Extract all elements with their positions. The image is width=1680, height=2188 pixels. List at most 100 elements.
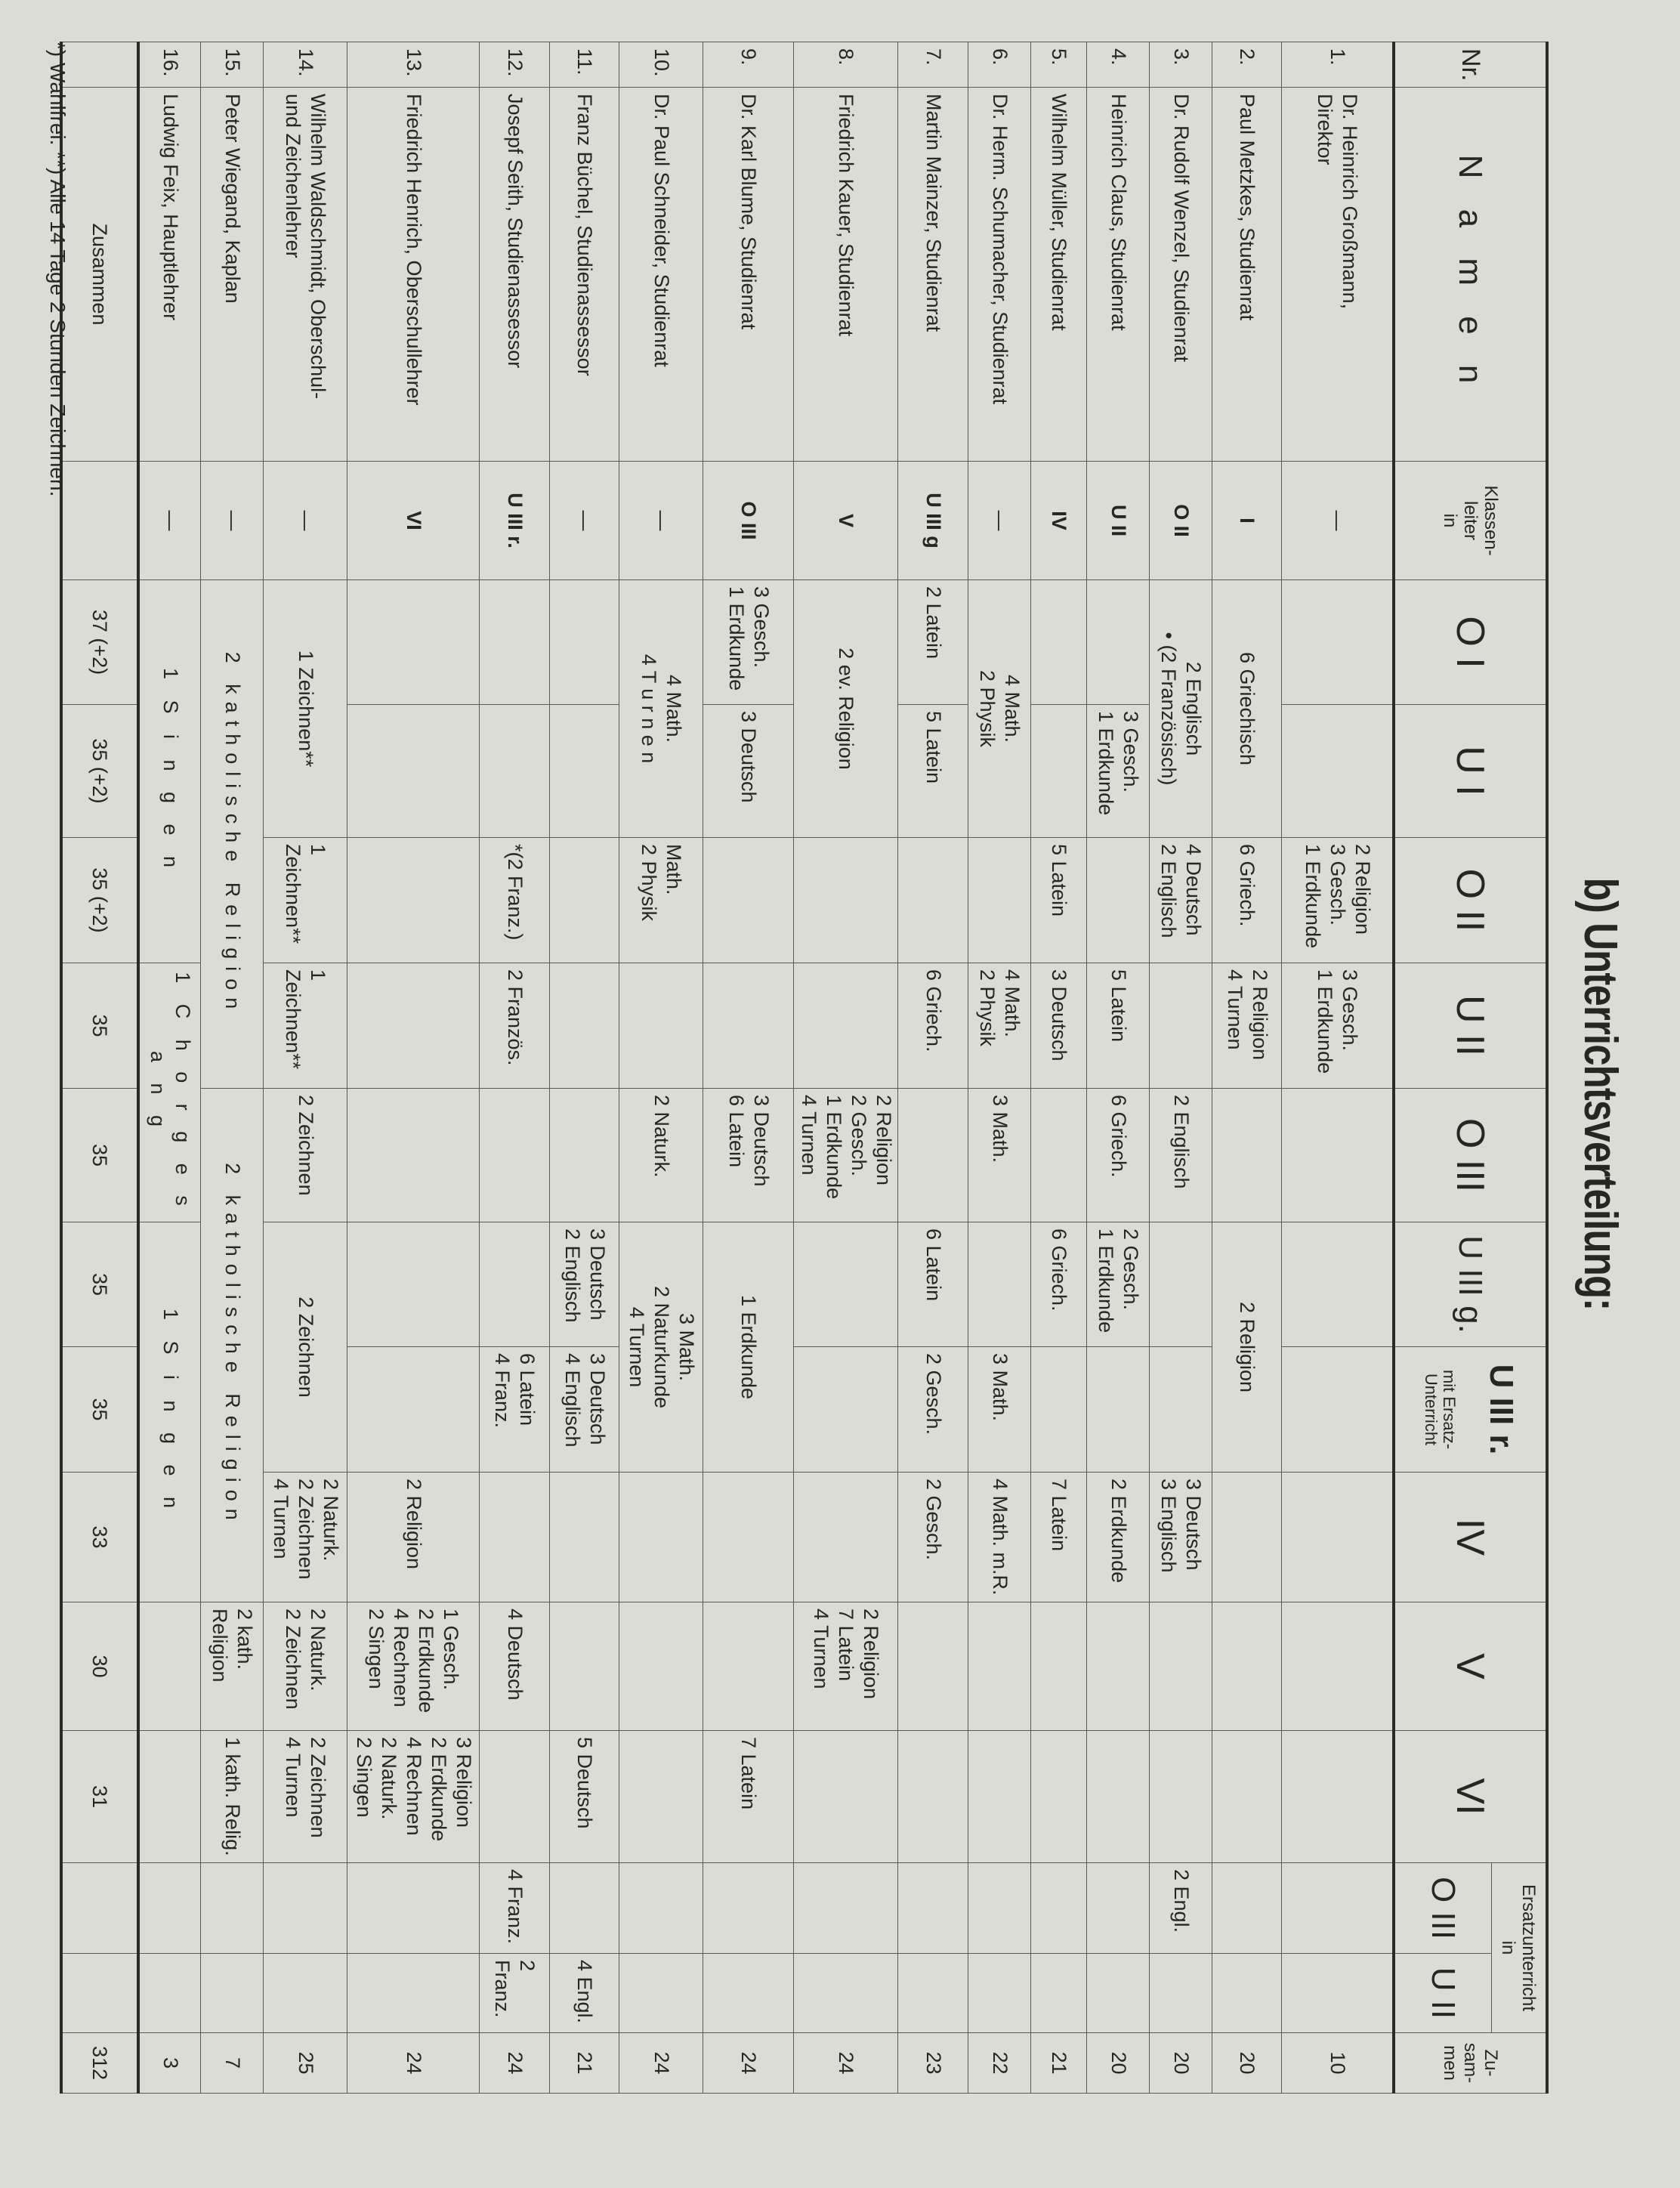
teacher-name: Heinrich Claus, Studienrat xyxy=(1087,87,1150,462)
page-title: b) Unterrichtsverteilung: xyxy=(1574,877,1626,1311)
teacher-name: Peter Wiegand, Kaplan xyxy=(201,87,264,462)
lesson-cell xyxy=(347,1088,480,1222)
lesson-cell xyxy=(794,1730,898,1863)
class-teacher-of: — xyxy=(201,461,264,580)
teacher-name: Dr. Karl Blume, Studienrat xyxy=(703,87,794,462)
class-teacher-of: IV xyxy=(1031,461,1087,580)
lesson-cell xyxy=(480,1472,550,1602)
lesson-cell xyxy=(619,1472,703,1602)
lesson-cell: 5 Latein xyxy=(1031,837,1087,963)
lesson-cell xyxy=(1282,579,1394,705)
class-teacher-of: — xyxy=(619,461,703,580)
class-teacher-of: U II xyxy=(1087,461,1150,580)
table-row: 8. Friedrich Kauer, Studienrat V 2 ev. Reli… xyxy=(794,42,898,2094)
teacher-name: Wilhelm Waldschmidt, Oberschul- und Zeic… xyxy=(264,87,347,462)
lesson-cell: 6 Griech. xyxy=(898,963,968,1089)
lesson-cell: 2 Religion xyxy=(347,1472,480,1602)
class-teacher-of: V xyxy=(794,461,898,580)
lesson-cell xyxy=(347,837,480,963)
lesson-cell xyxy=(968,1730,1031,1863)
lesson-cell xyxy=(1282,1730,1394,1863)
lesson-cell xyxy=(1087,1730,1150,1863)
lesson-cell xyxy=(138,1862,201,1954)
class-teacher-of: — xyxy=(138,461,201,580)
class-total-hours: 35 xyxy=(61,1222,138,1347)
lesson-cell xyxy=(1282,1862,1394,1954)
table-row: 13. Friedrich Henrich, Oberschullehrer VI 2… xyxy=(347,42,480,2094)
lesson-cell xyxy=(619,963,703,1089)
lesson-cell xyxy=(347,1862,480,1954)
lesson-cell: 1 Gesch. 2 Erdkunde 4 Rechnen 2 Singen xyxy=(347,1602,480,1731)
lesson-cell: 1 Zeichnen** xyxy=(264,837,347,963)
lesson-cell xyxy=(1212,1472,1282,1602)
header-class: V xyxy=(1394,1602,1547,1731)
row-total-hours: 3 xyxy=(138,2032,201,2094)
row-number: 2. xyxy=(1212,42,1282,88)
lesson-cell xyxy=(550,1602,619,1731)
lesson-cell: 4 Franz. xyxy=(480,1862,550,1954)
lesson-cell: 3 Deutsch 4 Englisch xyxy=(550,1346,619,1473)
lesson-cell xyxy=(347,1953,480,2033)
lesson-cell: 3 Gesch. 1 Erdkunde xyxy=(1282,963,1394,1089)
lesson-cell: 3 Deutsch xyxy=(703,704,794,838)
lesson-cell xyxy=(1087,1346,1150,1473)
lesson-cell xyxy=(347,963,480,1089)
row-total-hours: 20 xyxy=(1212,2032,1282,2094)
lesson-cell xyxy=(794,1222,898,1347)
row-total-hours: 23 xyxy=(898,2032,968,2094)
lesson-cell: 2 Religion xyxy=(1212,1222,1282,1473)
lesson-cell: 5 Latein xyxy=(1087,963,1150,1089)
lesson-cell xyxy=(480,579,550,705)
lesson-cell xyxy=(1031,704,1087,838)
lesson-cell xyxy=(1282,1346,1394,1473)
header-class: O II xyxy=(1394,837,1547,963)
teacher-name: Dr. Herm. Schumacher, Studienrat xyxy=(968,87,1031,462)
lesson-cell xyxy=(898,1953,968,2033)
lesson-cell xyxy=(1150,963,1212,1089)
lesson-cell: Math. 2 Physik xyxy=(619,837,703,963)
row-total-hours: 21 xyxy=(1031,2032,1087,2094)
lesson-cell: 6 Griech. xyxy=(1087,1088,1150,1222)
lesson-cell xyxy=(1212,1953,1282,2033)
lesson-cell xyxy=(1031,1346,1087,1473)
class-total-hours: 35 xyxy=(61,1088,138,1222)
lesson-cell: 2 Naturk. 2 Zeichnen xyxy=(264,1602,347,1731)
lesson-cell xyxy=(968,1953,1031,2033)
teacher-name: Martin Mainzer, Studienrat xyxy=(898,87,968,462)
class-total-hours: 312 xyxy=(61,2032,138,2094)
lesson-cell xyxy=(480,1222,550,1347)
row-total-hours: 20 xyxy=(1087,2032,1150,2094)
row-total-hours: 10 xyxy=(1282,2032,1394,2094)
class-teacher-of: I xyxy=(1212,461,1282,580)
header-class-uiiir: U III r. mit Ersatz- Unterricht xyxy=(1394,1346,1547,1473)
lesson-cell xyxy=(1212,1730,1282,1863)
lesson-cell: 6 Latein xyxy=(898,1222,968,1347)
lesson-cell xyxy=(703,1472,794,1602)
class-teacher-of: O II xyxy=(1150,461,1212,580)
lesson-cell xyxy=(794,1472,898,1602)
header-class-teacher: Klassen- leiter in xyxy=(1394,461,1547,580)
lesson-cell: 2 Englisch xyxy=(1150,1088,1212,1222)
lesson-cell xyxy=(138,1953,201,2033)
table-row: 2. Paul Metzkes, Studienrat I 6 Griechisch 6… xyxy=(1212,42,1282,2094)
table-header: Nr. N a m e n Klassen- leiter in O I U I… xyxy=(1394,42,1547,2094)
table-row: 6. Dr. Herm. Schumacher, Studienrat —4 Mat… xyxy=(968,42,1031,2094)
table-row: 9. Dr. Karl Blume, Studienrat O III 3 Gesch… xyxy=(703,42,794,2094)
lesson-cell xyxy=(794,1346,898,1473)
lesson-cell: 2 Gesch. xyxy=(898,1346,968,1473)
lesson-cell xyxy=(794,837,898,963)
row-number: 14. xyxy=(264,42,347,88)
teacher-name: Franz Büchel, Studienassessor xyxy=(550,87,619,462)
class-total-hours: 33 xyxy=(61,1472,138,1602)
row-number: 11. xyxy=(550,42,619,88)
lesson-cell: 3 Deutsch 2 Englisch xyxy=(550,1222,619,1347)
lesson-cell: 2 Religion 2 Gesch. 1 Erdkunde 4 Turnen xyxy=(794,1088,898,1222)
teacher-name: Dr. Paul Schneider, Studienrat xyxy=(619,87,703,462)
header-class: U III g. xyxy=(1394,1222,1547,1347)
lesson-cell: 6 Griechisch xyxy=(1212,579,1282,838)
lesson-cell xyxy=(138,1602,201,1731)
lesson-cell xyxy=(968,837,1031,963)
table-row: 10. Dr. Paul Schneider, Studienrat —4 Math… xyxy=(619,42,703,2094)
